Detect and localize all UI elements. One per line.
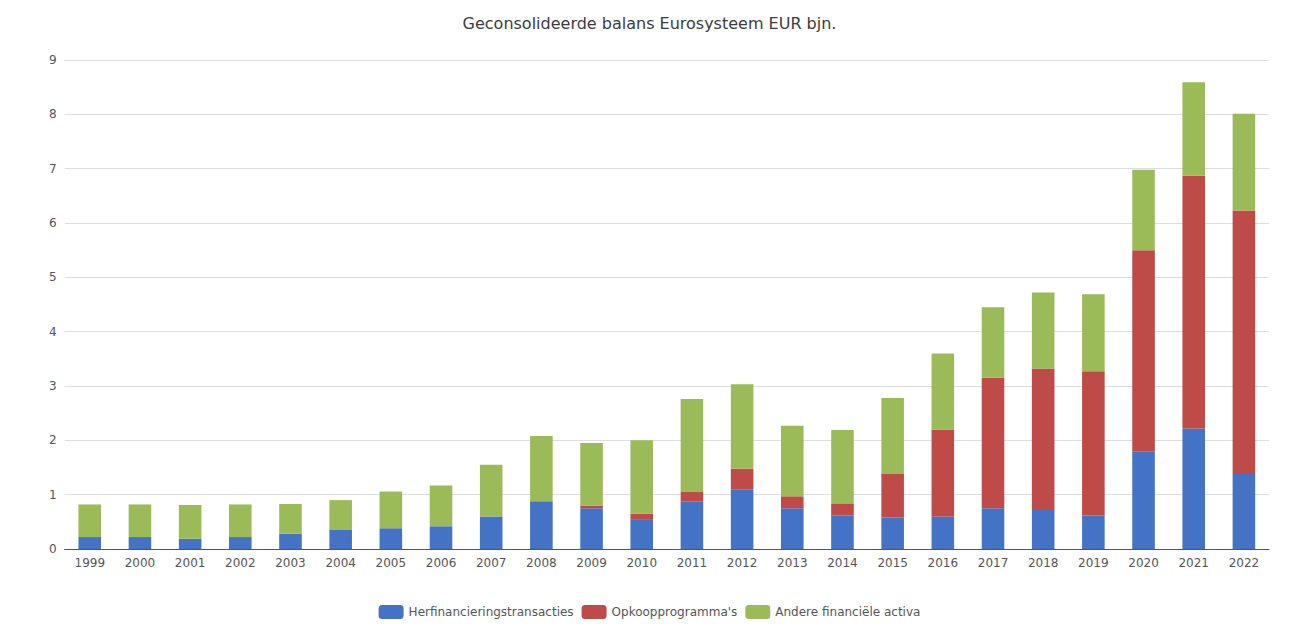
svg-text:2001: 2001 [175, 556, 206, 570]
svg-text:0: 0 [49, 542, 57, 556]
svg-text:2014: 2014 [827, 556, 858, 570]
svg-text:6: 6 [49, 216, 57, 230]
svg-text:2005: 2005 [376, 556, 407, 570]
svg-text:Andere financiële activa: Andere financiële activa [775, 605, 920, 619]
svg-text:5: 5 [49, 270, 57, 284]
svg-text:2008: 2008 [526, 556, 557, 570]
svg-text:2: 2 [49, 433, 57, 447]
svg-text:2022: 2022 [1229, 556, 1260, 570]
svg-text:Opkoopprogramma's: Opkoopprogramma's [612, 605, 738, 619]
svg-text:2016: 2016 [928, 556, 959, 570]
svg-text:1999: 1999 [74, 556, 105, 570]
svg-text:2010: 2010 [626, 556, 657, 570]
svg-text:Herfinancieringstransacties: Herfinancieringstransacties [409, 605, 574, 619]
svg-text:Geconsolideerde balans Eurosys: Geconsolideerde balans Eurosysteem EUR b… [463, 14, 837, 33]
svg-text:4: 4 [49, 325, 57, 339]
svg-text:2007: 2007 [476, 556, 507, 570]
svg-text:2003: 2003 [275, 556, 306, 570]
svg-text:2019: 2019 [1078, 556, 1109, 570]
svg-text:2013: 2013 [777, 556, 808, 570]
svg-text:7: 7 [49, 162, 57, 176]
svg-text:2009: 2009 [576, 556, 607, 570]
svg-text:8: 8 [49, 107, 57, 121]
svg-text:2018: 2018 [1028, 556, 1059, 570]
svg-text:2017: 2017 [978, 556, 1009, 570]
svg-text:2012: 2012 [727, 556, 758, 570]
svg-text:2020: 2020 [1128, 556, 1159, 570]
svg-text:9: 9 [49, 53, 57, 67]
svg-text:1: 1 [49, 488, 57, 502]
svg-text:2000: 2000 [125, 556, 156, 570]
svg-text:2011: 2011 [677, 556, 708, 570]
svg-text:2006: 2006 [426, 556, 457, 570]
svg-text:2015: 2015 [877, 556, 908, 570]
svg-text:2004: 2004 [325, 556, 356, 570]
svg-text:3: 3 [49, 379, 57, 393]
svg-text:2002: 2002 [225, 556, 256, 570]
svg-text:2021: 2021 [1178, 556, 1209, 570]
